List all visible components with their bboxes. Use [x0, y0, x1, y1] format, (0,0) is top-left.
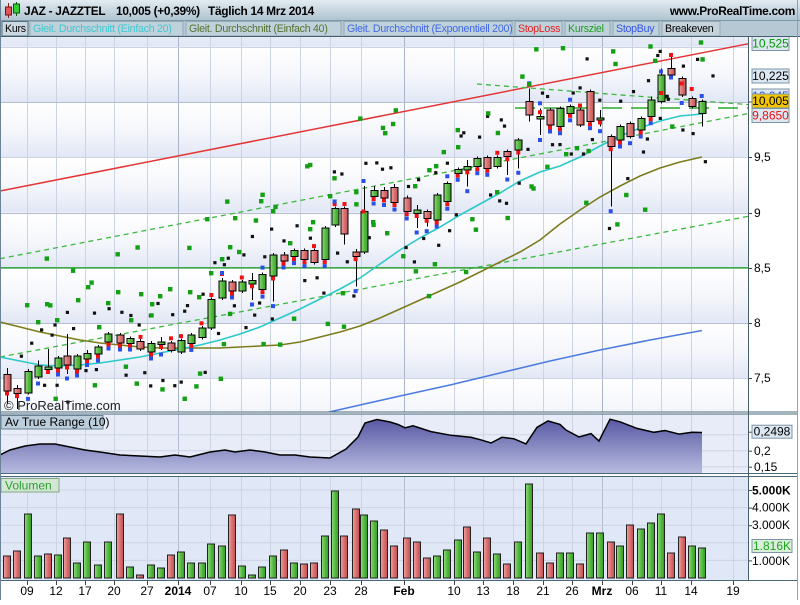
- svg-text:Feb: Feb: [393, 584, 414, 598]
- svg-text:4.000K: 4.000K: [752, 501, 790, 515]
- svg-text:12: 12: [49, 584, 63, 598]
- svg-text:23: 23: [323, 584, 337, 598]
- svg-text:11: 11: [655, 584, 668, 598]
- svg-text:1.816K: 1.816K: [753, 539, 791, 553]
- svg-text:10: 10: [447, 584, 461, 598]
- svg-text:26: 26: [565, 584, 579, 598]
- svg-text:Mrz: Mrz: [592, 584, 613, 598]
- svg-text:9,5: 9,5: [754, 150, 771, 164]
- svg-text:JAZ - JAZZTEL: JAZ - JAZZTEL: [24, 4, 105, 18]
- svg-text:9: 9: [754, 206, 761, 220]
- svg-text:© ProRealTime.com: © ProRealTime.com: [4, 398, 121, 413]
- svg-text:Täglich 14 Mrz 2014: Täglich 14 Mrz 2014: [208, 4, 315, 18]
- svg-text:3.000K: 3.000K: [752, 518, 790, 532]
- svg-text:Gleit. Durchschnitt (Einfach 4: Gleit. Durchschnitt (Einfach 40): [189, 23, 328, 35]
- svg-text:Gleit. Durchschnitt (Einfach 2: Gleit. Durchschnitt (Einfach 20): [33, 23, 172, 35]
- svg-text:Volumen: Volumen: [5, 479, 52, 493]
- svg-text:10: 10: [234, 584, 248, 598]
- svg-text:1.000K: 1.000K: [752, 554, 790, 568]
- svg-text:07: 07: [203, 584, 217, 598]
- svg-text:www.ProRealTime.com: www.ProRealTime.com: [669, 4, 795, 18]
- svg-text:Kurs: Kurs: [5, 23, 26, 35]
- svg-text:18: 18: [506, 584, 520, 598]
- svg-text:17: 17: [78, 584, 92, 598]
- svg-text:8,5: 8,5: [754, 261, 771, 275]
- svg-text:Breakeven: Breakeven: [665, 23, 714, 35]
- svg-text:9,8650: 9,8650: [752, 109, 789, 123]
- svg-text:8: 8: [754, 316, 761, 330]
- svg-text:7,5: 7,5: [754, 371, 771, 385]
- svg-text:20: 20: [107, 584, 121, 598]
- svg-text:21: 21: [536, 584, 550, 598]
- svg-text:19: 19: [726, 584, 740, 598]
- svg-text:5.000K: 5.000K: [752, 484, 791, 498]
- svg-text:Av True Range (10): Av True Range (10): [5, 415, 110, 429]
- svg-text:0,2: 0,2: [754, 444, 771, 458]
- svg-text:13: 13: [476, 584, 490, 598]
- svg-text:StopLoss: StopLoss: [518, 23, 560, 35]
- svg-text:10,225: 10,225: [752, 69, 789, 83]
- svg-text:10,005: 10,005: [752, 94, 789, 108]
- svg-text:2014: 2014: [165, 584, 192, 598]
- svg-text:28: 28: [354, 584, 368, 598]
- svg-text:27: 27: [140, 584, 154, 598]
- svg-text:Kursziel: Kursziel: [568, 23, 604, 35]
- svg-text:StopBuy: StopBuy: [616, 23, 655, 35]
- svg-text:10,005 (+0,39%): 10,005 (+0,39%): [116, 4, 200, 18]
- svg-text:06: 06: [625, 584, 639, 598]
- svg-text:Gleit. Durchschnitt (Exponenti: Gleit. Durchschnitt (Exponentiell 200): [347, 23, 512, 35]
- svg-text:0,2498: 0,2498: [754, 425, 791, 439]
- svg-text:10,525: 10,525: [752, 37, 789, 51]
- svg-text:15: 15: [263, 584, 277, 598]
- svg-text:09: 09: [20, 584, 34, 598]
- svg-text:20: 20: [293, 584, 307, 598]
- svg-text:14: 14: [684, 584, 698, 598]
- svg-text:0,15: 0,15: [754, 460, 778, 474]
